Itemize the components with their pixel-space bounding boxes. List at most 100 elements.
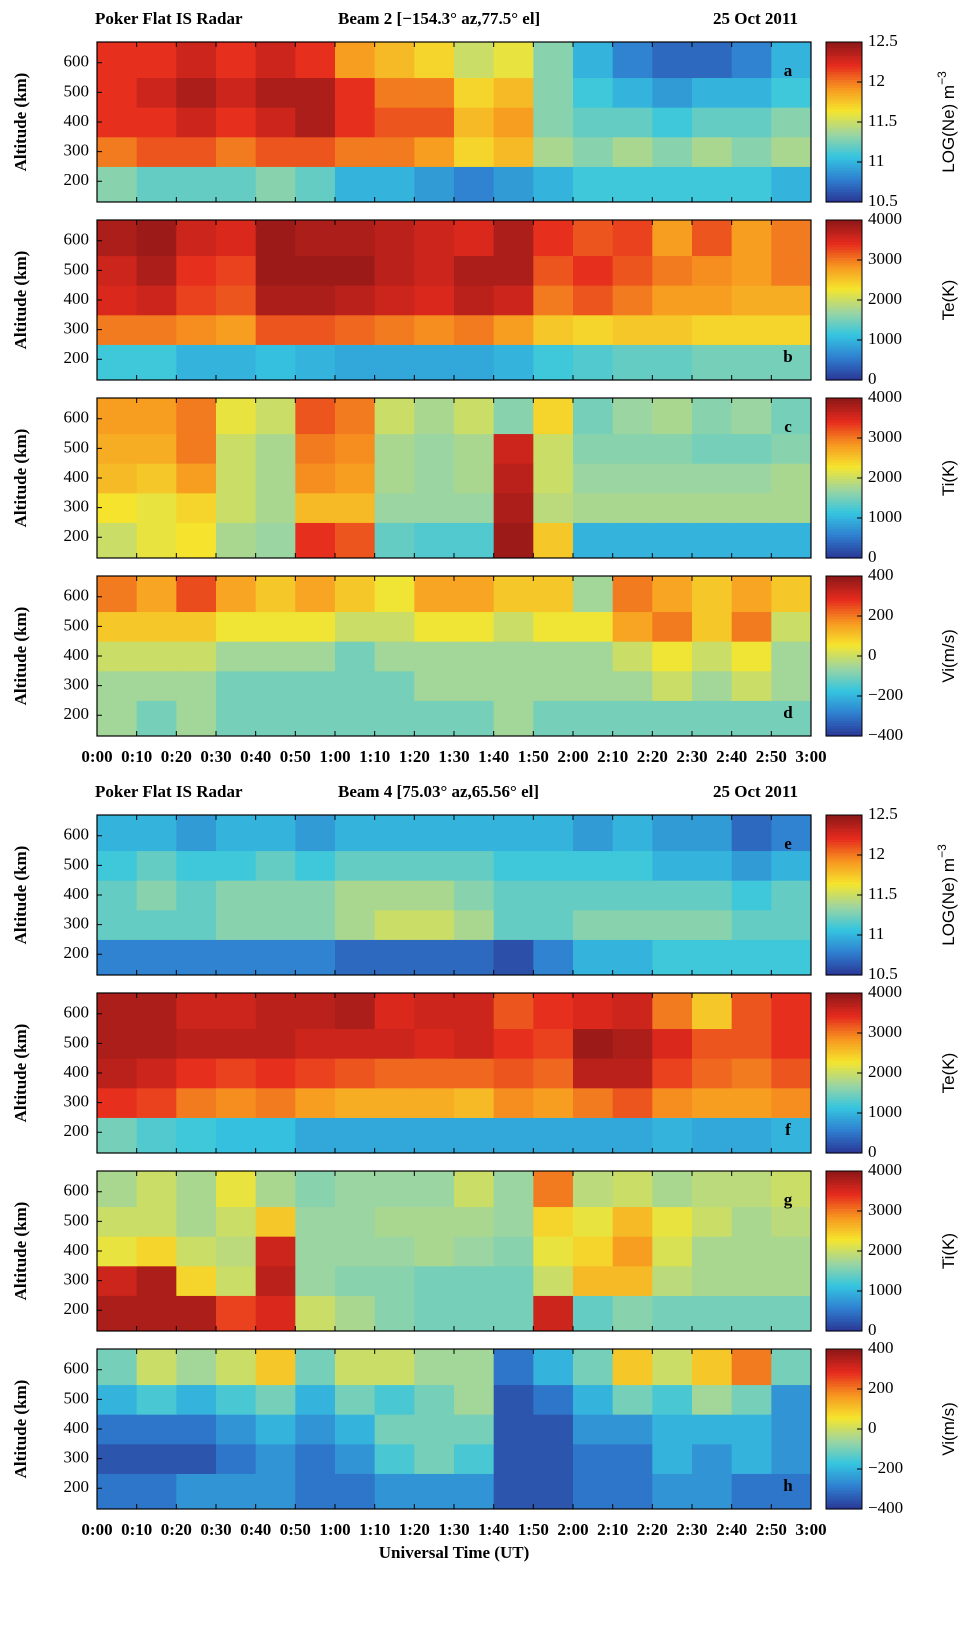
colorbar-step bbox=[826, 1221, 862, 1225]
colorbar-step bbox=[826, 539, 862, 543]
heat-cell bbox=[493, 670, 534, 701]
colorbar-tick-label: −200 bbox=[868, 1458, 903, 1477]
colorbar-step bbox=[826, 518, 862, 522]
heat-cell bbox=[731, 576, 772, 613]
heat-cell bbox=[374, 220, 415, 257]
heat-cell bbox=[533, 314, 574, 345]
colorbar-step bbox=[826, 1065, 862, 1069]
colorbar-step bbox=[826, 1391, 862, 1395]
colorbar-step bbox=[826, 1399, 862, 1403]
colorbar-step bbox=[826, 154, 862, 158]
colorbar-step bbox=[826, 1046, 862, 1050]
colorbar-step bbox=[826, 1359, 862, 1363]
colorbar-step bbox=[826, 337, 862, 341]
colorbar-step bbox=[826, 531, 862, 535]
heat-cell bbox=[612, 522, 653, 559]
heat-cell bbox=[216, 1206, 257, 1237]
colorbar-step bbox=[826, 1229, 862, 1233]
heat-cell bbox=[414, 1058, 455, 1089]
colorbar-step bbox=[826, 658, 862, 662]
heat-cell bbox=[533, 398, 574, 435]
heat-cell bbox=[374, 77, 415, 108]
heat-cell bbox=[533, 1117, 574, 1154]
colorbar-step bbox=[826, 246, 862, 250]
heat-cell bbox=[414, 398, 455, 435]
colorbar-step bbox=[826, 199, 862, 203]
colorbar-step bbox=[826, 502, 862, 506]
heat-cell bbox=[731, 1171, 772, 1208]
heat-cell bbox=[533, 77, 574, 108]
heat-cell bbox=[374, 1058, 415, 1089]
x-tick-label: 1:20 bbox=[399, 747, 430, 766]
heat-cell bbox=[771, 576, 812, 613]
heat-cell bbox=[97, 463, 138, 494]
heat-cell bbox=[414, 611, 455, 642]
heat-cell bbox=[692, 344, 733, 381]
colorbar-step bbox=[826, 488, 862, 492]
y-tick-label: 400 bbox=[64, 289, 90, 308]
heat-cell bbox=[295, 1265, 336, 1296]
colorbar-step bbox=[826, 1421, 862, 1425]
colorbar-step bbox=[826, 520, 862, 524]
colorbar-tick-label: 11 bbox=[868, 924, 884, 943]
heat-cell bbox=[216, 939, 257, 976]
heat-cell bbox=[493, 641, 534, 672]
heat-cell bbox=[97, 1295, 138, 1332]
colorbar-step bbox=[826, 1030, 862, 1034]
colorbar-step bbox=[826, 728, 862, 732]
heat-cell bbox=[493, 1171, 534, 1208]
heat-cell bbox=[454, 1349, 495, 1386]
heat-cell bbox=[573, 993, 614, 1030]
heat-cell bbox=[374, 1414, 415, 1445]
heat-cell bbox=[573, 255, 614, 286]
heat-cell bbox=[216, 1349, 257, 1386]
colorbar-tick-label: −400 bbox=[868, 725, 903, 744]
heat-cell bbox=[771, 1087, 812, 1118]
heat-cell bbox=[97, 1236, 138, 1267]
heat-cell bbox=[573, 166, 614, 203]
colorbar-step bbox=[826, 316, 862, 320]
heat-cell bbox=[176, 1117, 217, 1154]
heat-cell bbox=[176, 463, 217, 494]
heat-cell bbox=[136, 42, 177, 79]
heat-cell bbox=[374, 611, 415, 642]
colorbar-step bbox=[826, 332, 862, 336]
colorbar-step bbox=[826, 1365, 862, 1369]
colorbar-step bbox=[826, 486, 862, 490]
colorbar-step bbox=[826, 68, 862, 72]
heat-cell bbox=[771, 433, 812, 464]
colorbar-step bbox=[826, 400, 862, 404]
colorbar-step bbox=[826, 342, 862, 346]
heat-cell bbox=[652, 880, 693, 911]
heat-cell bbox=[771, 166, 812, 203]
heat-cell bbox=[295, 850, 336, 881]
x-tick-label: 1:30 bbox=[438, 747, 469, 766]
colorbar-step bbox=[826, 308, 862, 312]
colorbar-tick-label: 2000 bbox=[868, 467, 902, 486]
colorbar-tick-label: 400 bbox=[868, 565, 894, 584]
heat-cell bbox=[533, 1028, 574, 1059]
heat-cell bbox=[335, 255, 376, 286]
colorbar-step bbox=[826, 881, 862, 885]
heat-cell bbox=[136, 314, 177, 345]
colorbar-step bbox=[826, 254, 862, 258]
colorbar-step bbox=[826, 100, 862, 104]
colorbar-step bbox=[826, 1086, 862, 1090]
heat-cell bbox=[692, 1349, 733, 1386]
heat-cell bbox=[255, 611, 296, 642]
heat-cell bbox=[335, 1295, 376, 1332]
panel-label: f bbox=[785, 1120, 791, 1139]
y-tick-label: 500 bbox=[64, 259, 90, 278]
colorbar-step bbox=[826, 302, 862, 306]
colorbar-step bbox=[826, 712, 862, 716]
heat-cell bbox=[414, 220, 455, 257]
heat-cell bbox=[573, 1473, 614, 1510]
colorbar-step bbox=[826, 1461, 862, 1465]
colorbar-step bbox=[826, 1299, 862, 1303]
colorbar-step bbox=[826, 1267, 862, 1271]
colorbar-step bbox=[826, 47, 862, 51]
y-tick-label: 200 bbox=[64, 170, 90, 189]
heat-cell bbox=[255, 1171, 296, 1208]
heat-cell bbox=[255, 285, 296, 316]
colorbar-step bbox=[826, 602, 862, 606]
